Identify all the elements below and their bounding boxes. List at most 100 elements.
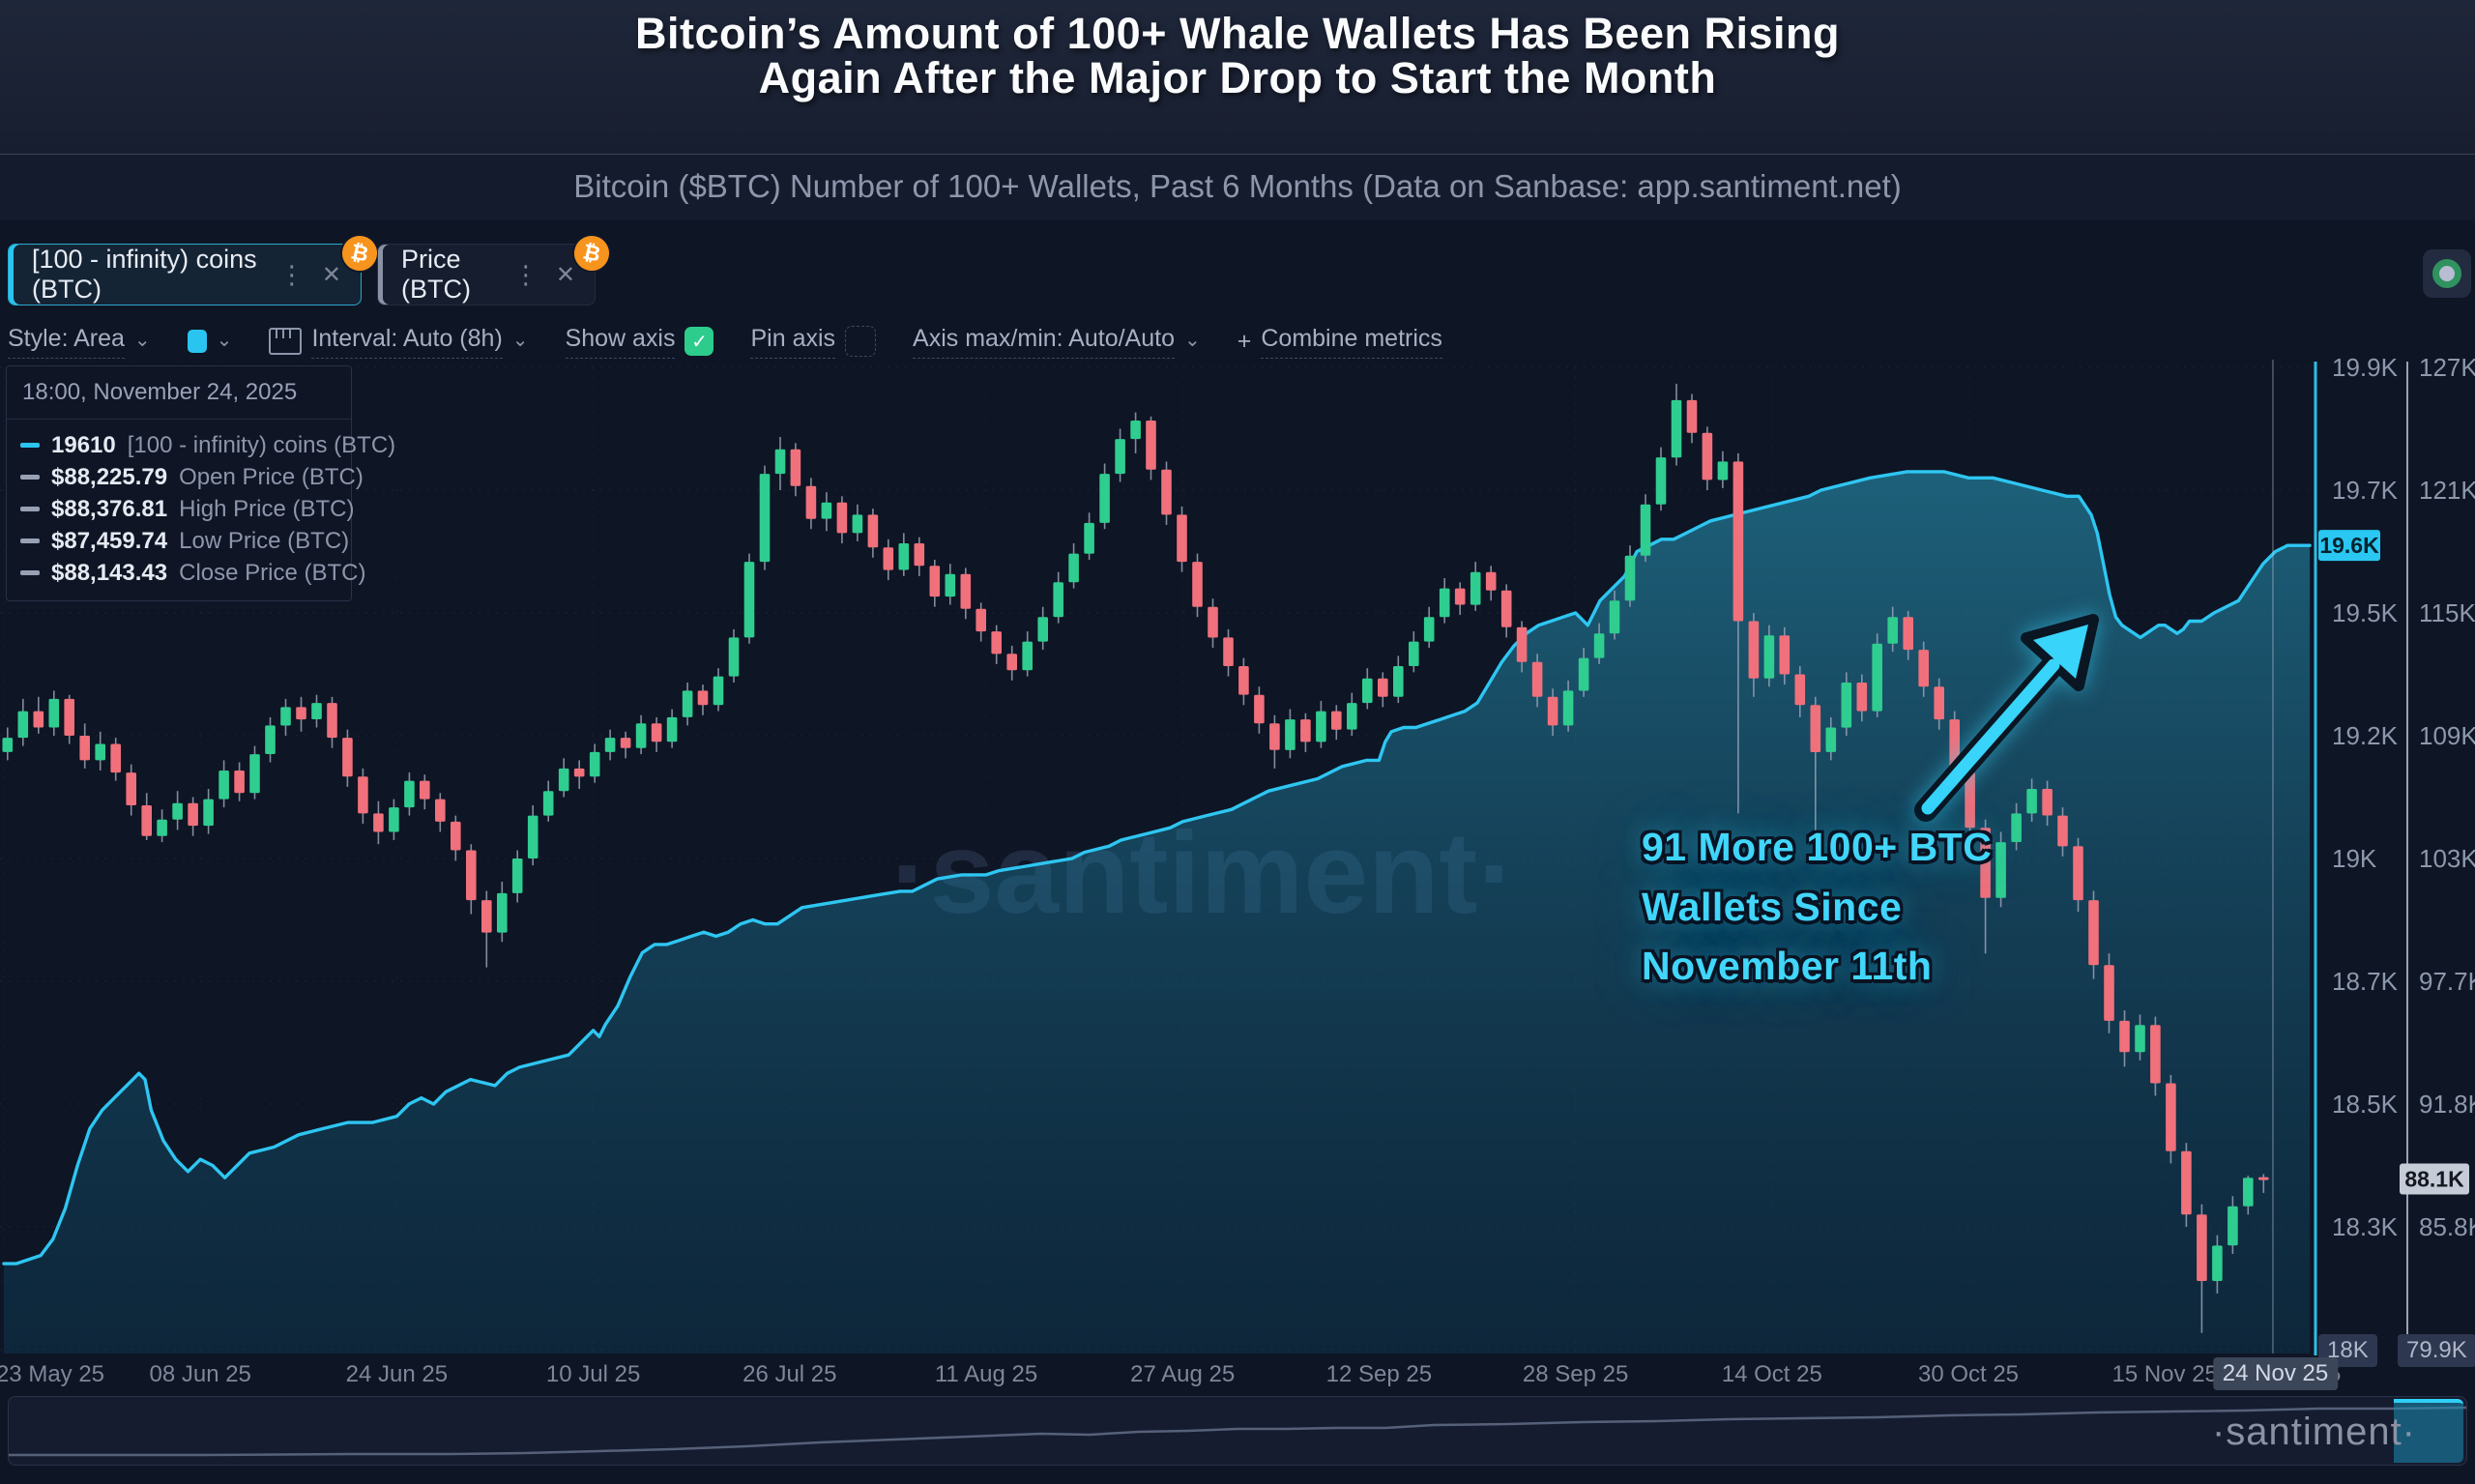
chevron-down-icon: ⌄ (1183, 329, 1201, 351)
tooltip-value: 19610 (51, 431, 116, 458)
svg-text:127K: 127K (2419, 354, 2475, 382)
interval-dropdown[interactable]: Interval: Auto (8h) ⌄ (269, 325, 529, 359)
chart-canvas[interactable]: ·santiment· 19.9K19.7K19.5K19.2K19K18.7K… (0, 353, 2475, 1363)
tooltip-row: $87,459.74 Low Price (BTC) (20, 525, 349, 557)
series-dash-icon (20, 538, 40, 543)
x-axis-tick-label: 12 Sep 25 (1325, 1361, 1433, 1387)
price-current-badge: 88.1K (2400, 1163, 2469, 1195)
interval-label[interactable]: Interval: Auto (8h) (311, 325, 503, 359)
wallets-axis-labels[interactable]: 19.9K 19.7K 19.5K 19.2K 19K 18.7K 18.5K 18.3K (2332, 353, 2399, 1241)
combine-metrics-label[interactable]: Combine metrics (1261, 325, 1442, 359)
color-picker[interactable]: ⌄ (187, 329, 233, 354)
series-dash-icon (20, 570, 40, 575)
tooltip-row: $88,376.81 High Price (BTC) (20, 493, 354, 525)
time-range-navigator[interactable]: ·santiment· (8, 1396, 2467, 1466)
tab-price-metric[interactable]: Price (BTC) ⋮ ✕ (377, 244, 596, 306)
svg-text:18.7K: 18.7K (2332, 967, 2399, 996)
x-axis-tick-label: 11 Aug 25 (934, 1361, 1038, 1387)
chevron-down-icon: ⌄ (216, 329, 233, 351)
style-dropdown[interactable]: Style: Area ⌄ (8, 325, 151, 359)
chart-toolbar: Style: Area ⌄ ⌄ Interval: Auto (8h) ⌄ Sh… (8, 319, 1442, 364)
tooltip-label: Open Price (BTC) (179, 463, 364, 490)
tooltip-label: High Price (BTC) (179, 495, 355, 522)
axis-maxmin-dropdown[interactable]: Axis max/min: Auto/Auto ⌄ (913, 325, 1201, 359)
color-swatch[interactable] (187, 330, 207, 353)
tab-wallets-label: [100 - infinity) coins (BTC) (32, 245, 257, 304)
combine-metrics-button[interactable]: + Combine metrics (1238, 325, 1442, 359)
tooltip-label: [100 - infinity) coins (BTC) (127, 431, 396, 458)
x-axis-tick-label: 14 Oct 25 (1721, 1361, 1822, 1387)
navigator-line (9, 1406, 2467, 1457)
annotation-line-2: Wallets Since (1642, 884, 1903, 929)
svg-text:19.6K: 19.6K (2319, 533, 2379, 558)
tab-price-label: Price (BTC) (401, 245, 471, 304)
header: Bitcoin’s Amount of 100+ Whale Wallets H… (0, 0, 2475, 155)
interval-ruler-icon (269, 328, 303, 355)
style-label[interactable]: Style: Area (8, 325, 125, 359)
x-axis-tick-label: 10 Jul 25 (545, 1361, 641, 1387)
show-axis-checkbox[interactable]: ✓ (684, 327, 714, 356)
tooltip-value: $88,143.43 (51, 559, 168, 586)
kebab-menu-icon[interactable]: ⋮ (512, 259, 539, 289)
svg-text:115K: 115K (2419, 598, 2475, 627)
tooltip-label: Low Price (BTC) (179, 527, 350, 554)
annotation-line-3: November 11th (1642, 944, 1933, 988)
check-icon: ✓ (691, 331, 708, 353)
x-axis-tick-label: 23 May 25 (0, 1361, 105, 1387)
x-axis-tick-label: 28 Sep 25 (1522, 1361, 1629, 1387)
price-axis-labels[interactable]: 127K 121K 115K 109K 103K 97.7K 91.8K 85.8K (2419, 353, 2475, 1241)
plus-icon: + (1237, 327, 1252, 355)
tooltip-value: $87,459.74 (51, 527, 168, 554)
series-dash-icon (20, 475, 40, 480)
wallets-current-badge: 19.6K (2318, 530, 2380, 562)
tooltip-row: $88,143.43 Close Price (BTC) (20, 557, 365, 589)
chart-plot-area[interactable]: ·santiment· 19.9K19.7K19.5K19.2K19K18.7K… (0, 353, 2475, 1363)
axis-maxmin-label[interactable]: Axis max/min: Auto/Auto (913, 325, 1175, 359)
page-title: Bitcoin’s Amount of 100+ Whale Wallets H… (0, 0, 2475, 102)
series-dash-icon (20, 507, 40, 511)
svg-text:19.9K: 19.9K (2332, 354, 2399, 382)
x-axis-tick-label: 27 Aug 25 (1130, 1361, 1236, 1387)
series-dash-icon (20, 443, 40, 448)
show-axis-label: Show axis (565, 325, 676, 359)
svg-text:91.8K: 91.8K (2419, 1090, 2475, 1119)
up-arrow (1914, 614, 2099, 822)
svg-text:97.7K: 97.7K (2419, 967, 2475, 996)
x-axis-tick-label: 15 Nov 25 (2111, 1361, 2218, 1387)
tab-wallets-metric[interactable]: [100 - infinity) coins (BTC) ⋮ ✕ (8, 244, 362, 306)
tooltip-label: Close Price (BTC) (179, 559, 366, 586)
tooltip-row: $88,225.79 Open Price (BTC) (20, 461, 364, 493)
svg-text:88.1K: 88.1K (2404, 1166, 2464, 1191)
annotation-callout: 91 More 100+ BTC Wallets Since November … (1642, 818, 1992, 997)
btc-glyph: ₿ (580, 239, 603, 267)
svg-text:19.2K: 19.2K (2332, 721, 2399, 750)
svg-text:19K: 19K (2332, 844, 2377, 873)
navigator-selection-handle[interactable] (2394, 1399, 2463, 1463)
x-axis-tick-label: 08 Jun 25 (149, 1361, 251, 1387)
status-circle-button[interactable] (2423, 249, 2471, 298)
annotation-line-1: 91 More 100+ BTC (1642, 825, 1993, 869)
record-circle-icon (2432, 259, 2461, 288)
svg-text:18.3K: 18.3K (2332, 1212, 2399, 1241)
kebab-menu-icon[interactable]: ⋮ (278, 259, 305, 289)
chart-subtitle: Bitcoin ($BTC) Number of 100+ Wallets, P… (573, 168, 1902, 204)
x-axis-tick-label: 30 Oct 25 (1917, 1361, 2020, 1387)
tooltip-row: 19610 [100 - infinity) coins (BTC) (20, 429, 395, 461)
navigator-preview (9, 1406, 2467, 1457)
close-icon[interactable]: ✕ (321, 261, 341, 288)
tooltip-value: $88,225.79 (51, 463, 168, 490)
show-axis-toggle[interactable]: Show axis ✓ (565, 325, 714, 359)
chevron-down-icon: ⌄ (511, 329, 529, 351)
svg-text:85.8K: 85.8K (2419, 1212, 2475, 1241)
pin-axis-toggle[interactable]: Pin axis (750, 325, 877, 359)
title-line-1: Bitcoin’s Amount of 100+ Whale Wallets H… (635, 9, 1840, 58)
svg-text:121K: 121K (2419, 476, 2475, 505)
svg-text:109K: 109K (2419, 721, 2475, 750)
pin-axis-checkbox[interactable] (845, 326, 877, 357)
santiment-logo: ·santiment· (2211, 1411, 2416, 1453)
hover-tooltip: 18:00, November 24, 2025 19610 [100 - in… (6, 365, 395, 601)
svg-text:103K: 103K (2419, 844, 2475, 873)
x-axis-tick-label: 26 Jul 25 (742, 1361, 837, 1387)
close-icon[interactable]: ✕ (555, 261, 575, 288)
subtitle-bar: Bitcoin ($BTC) Number of 100+ Wallets, P… (0, 155, 2475, 220)
